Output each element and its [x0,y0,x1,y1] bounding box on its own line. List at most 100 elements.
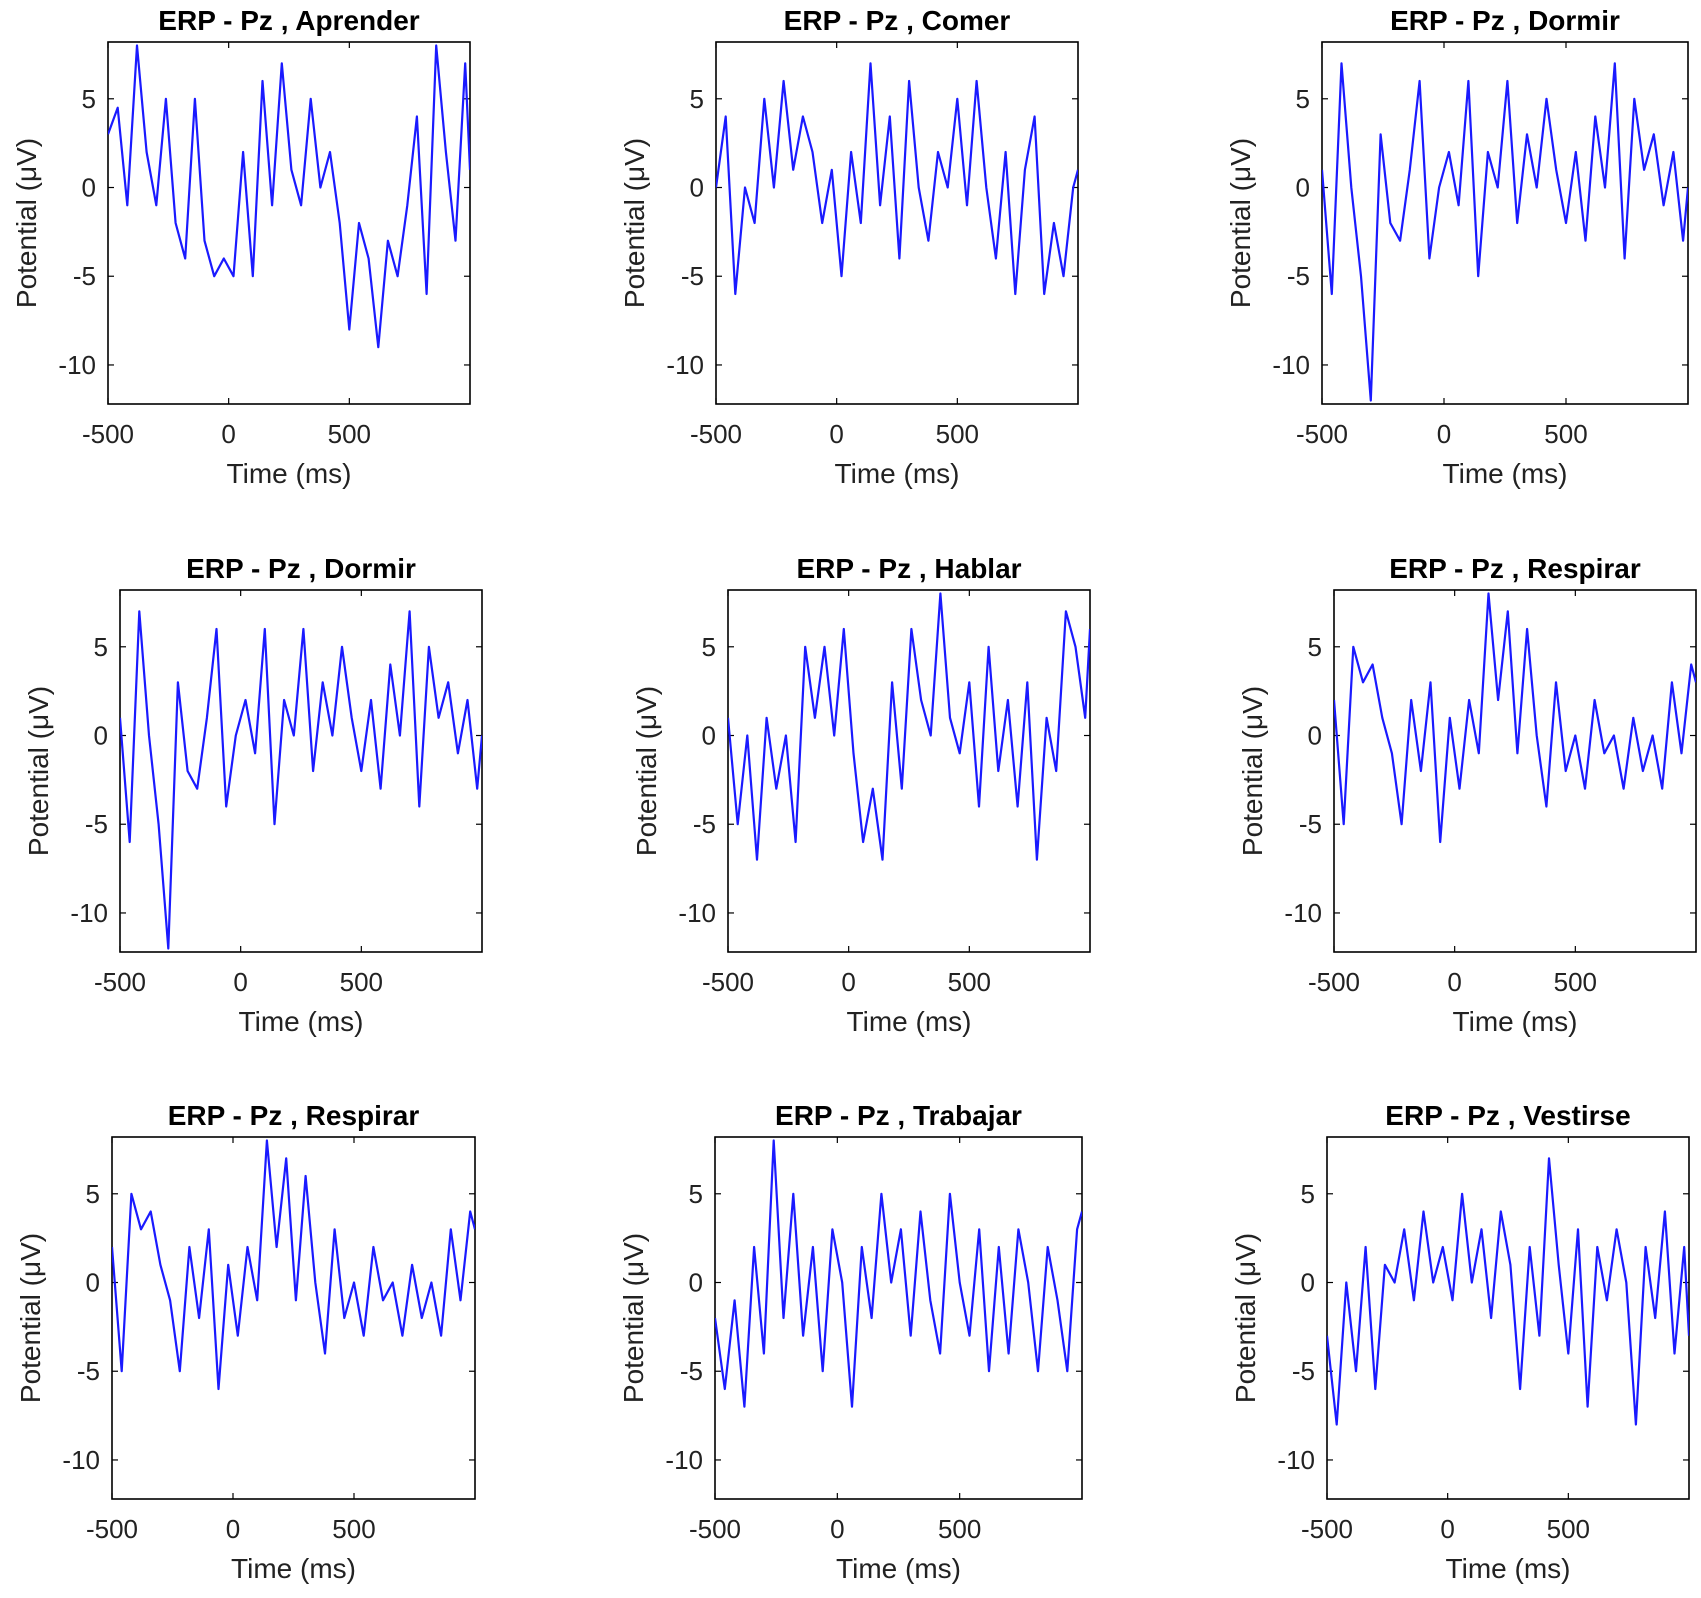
y-tick-label: 0 [689,1268,703,1298]
erp-trace-line [1327,1157,1689,1426]
y-tick-label: 5 [690,84,704,114]
x-tick-label: 500 [340,967,383,997]
erp-panel-9: ERP - Pz , Vestirse 5 0 -5 -10 -500 0 500 Time (… [1230,1100,1690,1584]
x-tick-label: -500 [1308,967,1360,997]
chart-title: ERP - Pz , Aprender [158,5,419,36]
x-tick-label: -500 [82,419,134,449]
x-tick-label: 0 [1447,967,1461,997]
axes-box [1333,589,1697,953]
y-tick-label: 0 [702,721,716,751]
x-tick-label: 500 [1547,1514,1590,1544]
x-axis-label: Time (ms) [227,458,352,489]
erp-panel-7: ERP - Pz , Respirar 5 0 -5 -10 -500 0 500 Time (… [15,1100,476,1584]
erp-trace-line [1334,592,1696,844]
y-tick-label: 0 [1301,1268,1315,1298]
y-tick-label: 5 [94,632,108,662]
y-tick-label: 5 [689,1179,703,1209]
chart-title: ERP - Pz , Vestirse [1385,1100,1630,1131]
erp-panel-6: ERP - Pz , Respirar 5 0 -5 -10 -500 0 500 Time (… [1237,553,1697,1037]
x-tick-label: 500 [328,419,371,449]
y-tick-label: -5 [693,809,716,839]
x-axis-label: Time (ms) [1443,458,1568,489]
y-tick-label: 5 [82,84,96,114]
erp-trace-line [715,1139,1082,1408]
axes-box [1321,41,1689,405]
x-tick-label: 0 [841,967,855,997]
x-tick-label: -500 [689,1514,741,1544]
y-tick-label: -5 [1292,1356,1315,1386]
x-tick-label: 0 [226,1514,240,1544]
y-tick-label: -10 [665,1445,703,1475]
x-tick-label: 500 [1544,419,1587,449]
x-tick-label: -500 [690,419,742,449]
y-tick-label: 0 [94,721,108,751]
axes-box [107,41,471,405]
y-axis-label: Potential (μV) [11,138,42,308]
y-tick-label: -10 [58,350,96,380]
erp-panel-1: ERP - Pz , Aprender 5 0 -5 -10 -500 0 500 Time (… [11,5,471,489]
erp-panel-8: ERP - Pz , Trabajar 5 0 -5 -10 -500 0 500 Time (… [618,1100,1083,1584]
chart-title: ERP - Pz , Respirar [168,1100,420,1131]
y-tick-label: 0 [86,1268,100,1298]
y-axis-label: Potential (μV) [1237,686,1268,856]
axes-box [111,1136,476,1500]
x-tick-label: -500 [94,967,146,997]
chart-title: ERP - Pz , Respirar [1389,553,1641,584]
y-axis-label: Potential (μV) [1225,138,1256,308]
chart-title: ERP - Pz , Dormir [186,553,416,584]
y-axis-label: Potential (μV) [631,686,662,856]
chart-title: ERP - Pz , Hablar [796,553,1021,584]
erp-trace-line [728,592,1090,861]
x-tick-label: 0 [1440,1514,1454,1544]
x-tick-label: 500 [938,1514,981,1544]
chart-title: ERP - Pz , Trabajar [775,1100,1022,1131]
y-tick-label: -5 [73,261,96,291]
x-tick-label: -500 [1301,1514,1353,1544]
axes-box [727,589,1091,953]
y-tick-label: 0 [1308,721,1322,751]
x-axis-label: Time (ms) [1453,1006,1578,1037]
x-axis-label: Time (ms) [231,1553,356,1584]
x-tick-label: 500 [936,419,979,449]
y-tick-label: 0 [82,173,96,203]
y-tick-label: 5 [1308,632,1322,662]
y-tick-label: 5 [1301,1179,1315,1209]
y-tick-label: 5 [86,1179,100,1209]
y-tick-label: 5 [702,632,716,662]
y-axis-label: Potential (μV) [619,138,650,308]
y-tick-label: -10 [70,898,108,928]
y-axis-label: Potential (μV) [15,1233,46,1403]
y-axis-label: Potential (μV) [1230,1233,1261,1403]
x-tick-label: 500 [948,967,991,997]
y-tick-label: -10 [62,1445,100,1475]
erp-panel-5: ERP - Pz , Hablar 5 0 -5 -10 -500 0 500 Time (ms… [631,553,1091,1037]
y-tick-label: -10 [678,898,716,928]
chart-title: ERP - Pz , Comer [784,5,1011,36]
x-tick-label: 0 [829,419,843,449]
x-axis-label: Time (ms) [835,458,960,489]
y-axis-label: Potential (μV) [23,686,54,856]
y-tick-label: 5 [1296,84,1310,114]
y-tick-label: -5 [77,1356,100,1386]
x-tick-label: 0 [1437,419,1451,449]
y-tick-label: -5 [1287,261,1310,291]
x-tick-label: -500 [1296,419,1348,449]
erp-trace-line [1322,62,1688,402]
erp-trace-line [716,62,1078,296]
x-tick-label: 0 [830,1514,844,1544]
y-tick-label: -5 [1299,809,1322,839]
y-tick-label: 0 [1296,173,1310,203]
x-axis-label: Time (ms) [836,1553,961,1584]
x-axis-label: Time (ms) [1446,1553,1571,1584]
erp-panel-3: ERP - Pz , Dormir 5 0 -5 -10 -500 0 500 Time (ms… [1225,5,1689,489]
x-tick-label: -500 [86,1514,138,1544]
erp-trace-line [108,44,470,349]
y-axis-label: Potential (μV) [618,1233,649,1403]
y-tick-label: -10 [666,350,704,380]
erp-trace-line [120,610,482,950]
y-tick-label: -5 [680,1356,703,1386]
y-tick-label: -5 [85,809,108,839]
erp-trace-line [112,1139,475,1391]
x-tick-label: 500 [332,1514,375,1544]
